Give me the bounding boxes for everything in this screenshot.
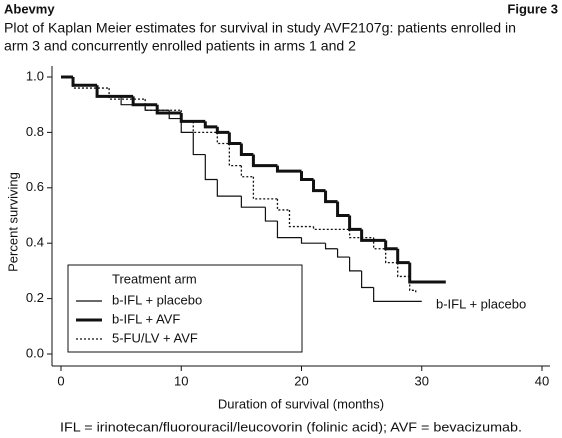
legend-box: [67, 264, 303, 353]
survival-step: [239, 143, 254, 157]
footnote: IFL = irinotecan/fluorouracil/leucovorin…: [60, 419, 522, 434]
survival-step: [336, 201, 350, 217]
x-axis-label: Duration of survival (months): [218, 396, 384, 411]
survival-step: [144, 104, 170, 111]
survival-step: [373, 287, 422, 302]
y-tick-label: 0.0: [26, 345, 44, 360]
x-tick-label: 20: [294, 373, 308, 388]
y-tick-label: 1.0: [26, 68, 44, 83]
annotation: b-IFL + placebo: [436, 296, 526, 311]
survival-step: [276, 221, 302, 239]
survival-step: [251, 154, 278, 168]
chart-title: arm 3 and concurrently enrolled patients…: [4, 38, 356, 54]
survival-step: [240, 196, 266, 208]
y-tick-label: 0.6: [26, 179, 44, 194]
y-tick-label: 0.8: [26, 124, 44, 139]
survival-step: [228, 143, 242, 167]
survival-step: [360, 229, 386, 242]
legend-title: Treatment arm: [112, 271, 197, 286]
y-axis-label: Percent surviving: [5, 172, 20, 272]
survival-step: [203, 121, 218, 129]
survival-step: [71, 77, 98, 87]
survival-step: [288, 209, 314, 228]
survival-step: [312, 179, 326, 193]
x-tick-label: 40: [535, 373, 549, 388]
header: Abevmy: [4, 1, 55, 16]
survival-step: [385, 248, 398, 264]
survival-step: [180, 110, 194, 122]
survival-step: [348, 215, 362, 231]
survival-step: [300, 171, 314, 181]
legend-label: b-IFL + AVF: [112, 311, 180, 326]
survival-step: [349, 257, 362, 272]
x-tick-label: 30: [415, 373, 429, 388]
survival-step: [252, 176, 278, 200]
survival-step: [348, 229, 374, 239]
survival-step: [397, 262, 410, 278]
survival-step: [180, 118, 194, 133]
survival-step: [361, 270, 374, 289]
survival-step: [204, 154, 218, 181]
survival-step: [408, 262, 446, 284]
chart-title: Plot of Kaplan Meier estimates for survi…: [4, 20, 516, 36]
survival-step: [155, 104, 182, 115]
survival-step: [409, 276, 416, 291]
survival-step: [96, 85, 122, 97]
legend-label: b-IFL + placebo: [112, 292, 202, 307]
survival-step: [215, 126, 230, 134]
survival-step: [227, 132, 242, 145]
survival-step: [275, 165, 302, 173]
survival-step: [95, 85, 134, 98]
survival-step: [240, 165, 254, 178]
survival-step: [264, 207, 278, 222]
y-tick-label: 0.2: [26, 290, 44, 305]
survival-step: [324, 190, 338, 204]
survival-step: [396, 248, 410, 265]
survival-step: [192, 132, 206, 156]
figure-label: Figure 3: [507, 1, 558, 16]
survival-step: [300, 237, 326, 244]
survival-step: [384, 240, 398, 251]
survival-step: [276, 198, 290, 211]
survival-step: [312, 226, 350, 230]
survival-step: [131, 96, 158, 107]
survival-step: [324, 243, 338, 250]
survival-step: [336, 248, 350, 258]
survival-step: [216, 132, 230, 145]
legend-label: 5-FU/LV + AVF: [112, 330, 198, 345]
y-tick-label: 0.4: [26, 235, 44, 250]
x-tick-label: 10: [174, 373, 188, 388]
x-tick-label: 0: [57, 373, 64, 388]
survival-step: [179, 113, 206, 123]
survival-step: [216, 179, 242, 197]
